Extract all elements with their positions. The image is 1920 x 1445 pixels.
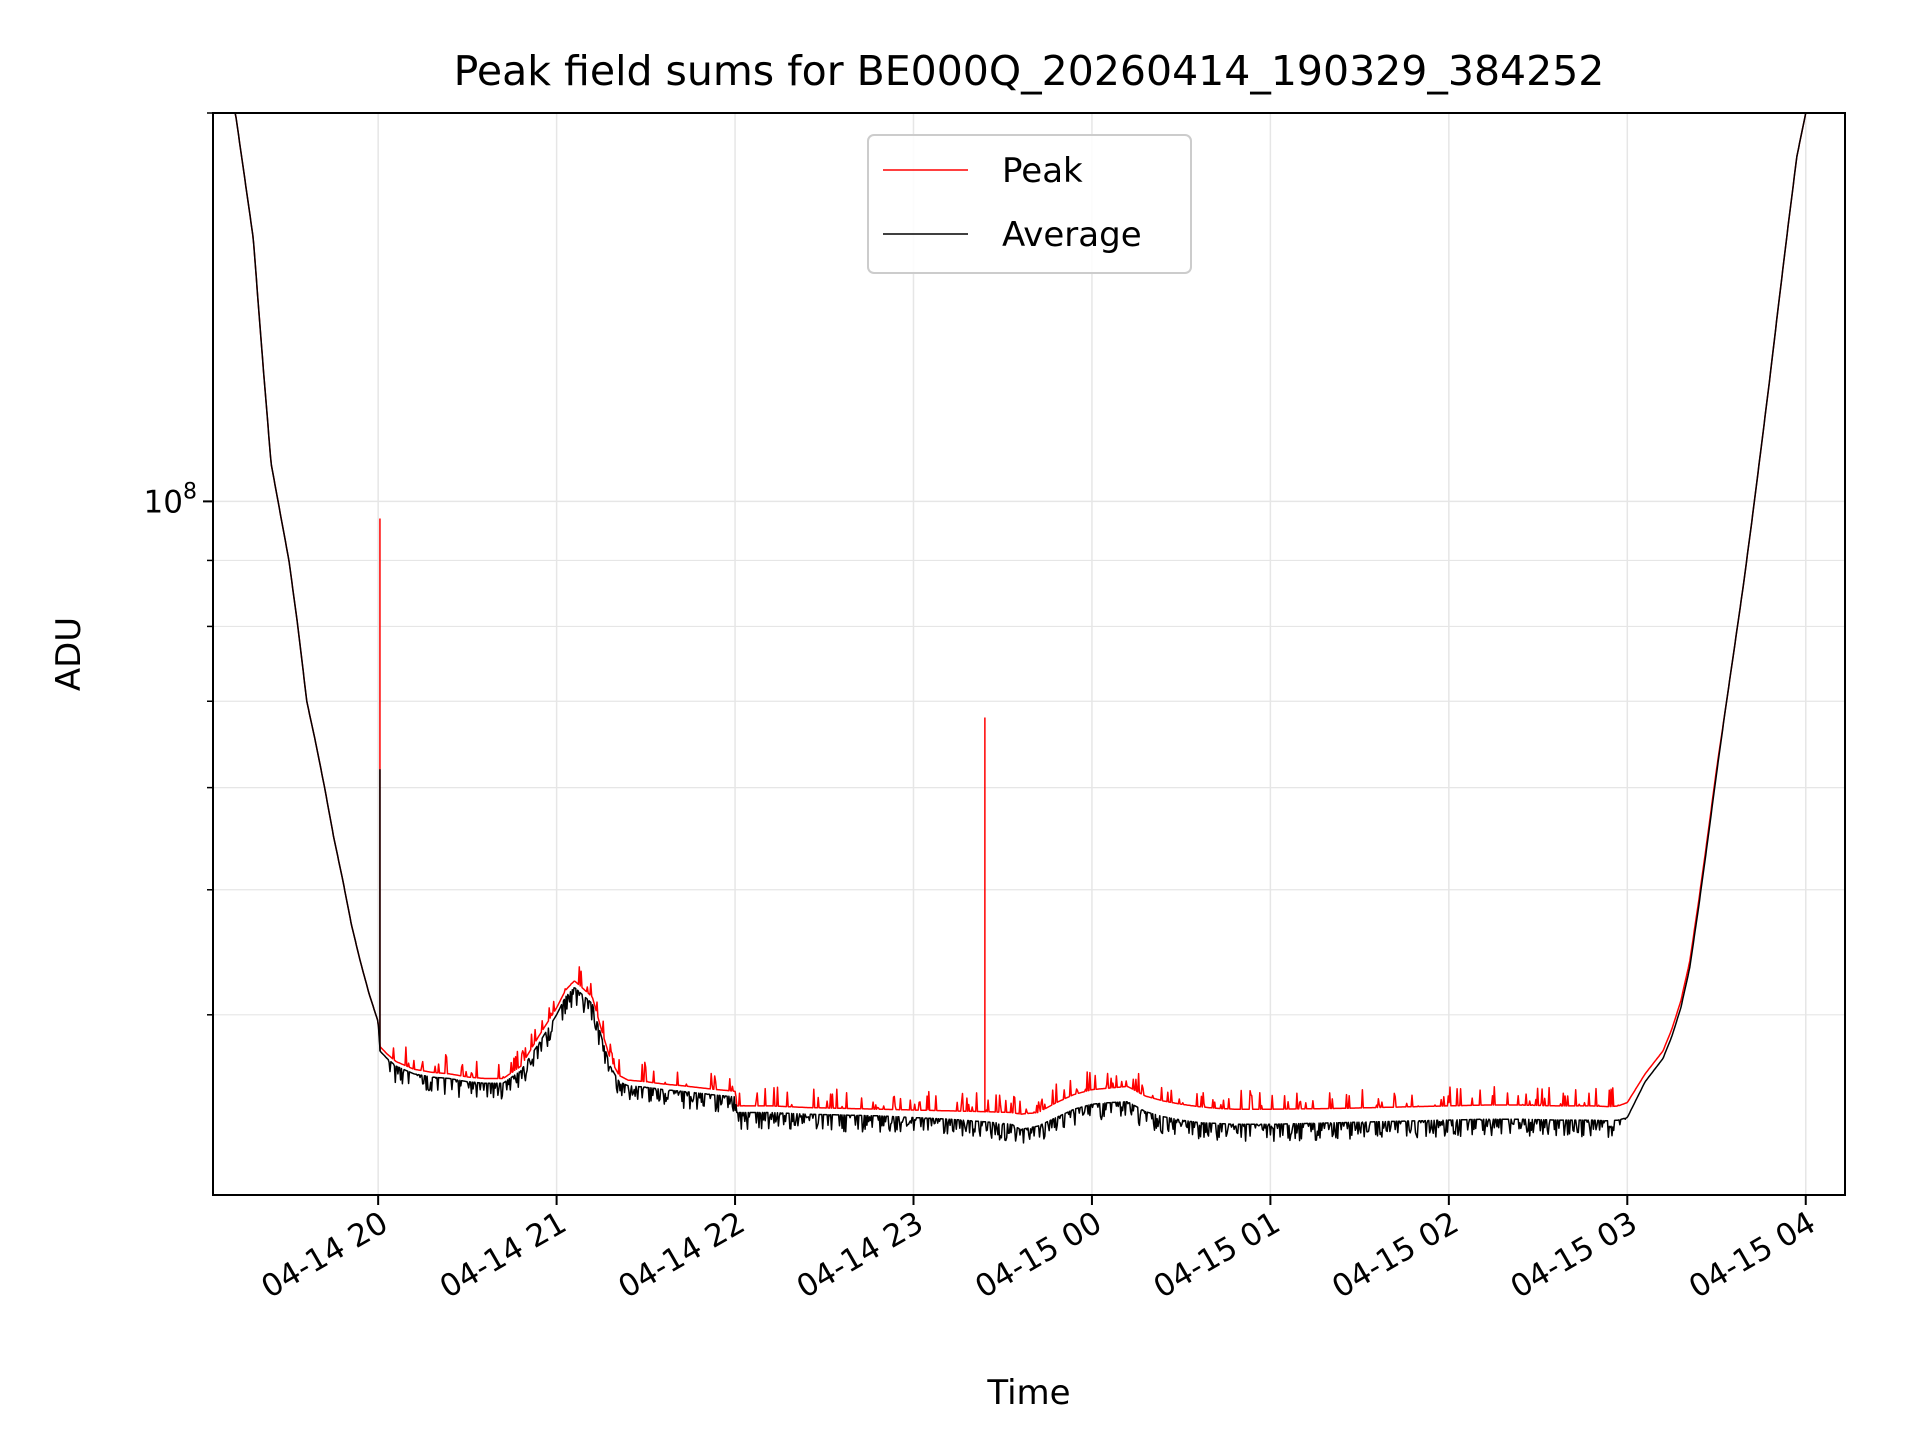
plot-frame bbox=[212, 112, 1846, 1196]
chart-title: Peak field sums for BE000Q_20260414_1903… bbox=[454, 47, 1605, 95]
grid bbox=[213, 112, 1845, 1195]
y-tick-label: 108 bbox=[144, 479, 197, 520]
x-axis-label: Time bbox=[986, 1373, 1070, 1413]
legend-label-peak: Peak bbox=[1002, 151, 1083, 191]
plot-series bbox=[213, 112, 1807, 1144]
series-line-average bbox=[213, 112, 1807, 1144]
y-axis-label: ADU bbox=[49, 617, 89, 691]
legend: Peak Average bbox=[867, 134, 1192, 274]
legend-label-average: Average bbox=[1002, 215, 1142, 255]
series-line-peak bbox=[213, 112, 1807, 1115]
